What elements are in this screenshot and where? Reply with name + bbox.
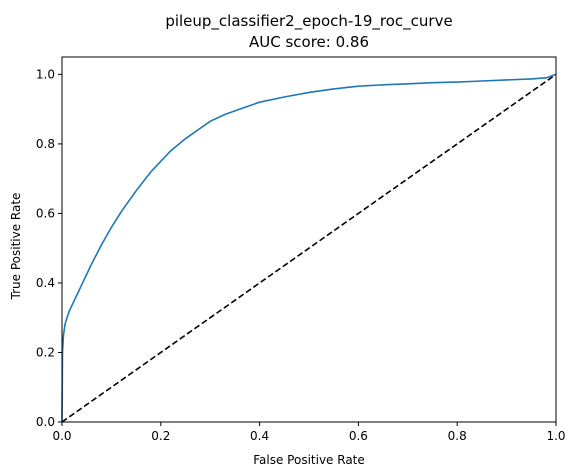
y-tick-label: 1.0	[36, 67, 55, 81]
x-axis-ticks: 0.0 0.2 0.4 0.6 0.8 1.0	[52, 422, 566, 443]
plot-frame	[61, 56, 557, 423]
x-tick-label: 0.0	[52, 429, 71, 443]
chart-subtitle: AUC score: 0.86	[249, 33, 369, 51]
roc-curve-line	[61, 73, 557, 423]
y-tick-label: 0.0	[36, 415, 55, 429]
x-tick-label: 0.8	[448, 429, 467, 443]
y-tick-label: 0.4	[36, 276, 55, 290]
y-tick-label: 0.6	[36, 206, 55, 220]
chance-diagonal-line	[61, 73, 557, 423]
y-tick-label: 0.8	[36, 137, 55, 151]
chart-title: pileup_classifier2_epoch-19_roc_curve	[165, 12, 452, 31]
x-axis-label: False Positive Rate	[253, 453, 365, 467]
y-axis-label: True Positive Rate	[9, 193, 23, 301]
x-tick-label: 0.2	[151, 429, 170, 443]
plot-lines	[61, 73, 557, 423]
y-tick-label: 0.2	[36, 345, 55, 359]
x-tick-label: 1.0	[546, 429, 565, 443]
x-tick-label: 0.4	[250, 429, 269, 443]
x-tick-label: 0.6	[349, 429, 368, 443]
y-axis-ticks: 0.0 0.2 0.4 0.6 0.8 1.0	[36, 67, 62, 429]
